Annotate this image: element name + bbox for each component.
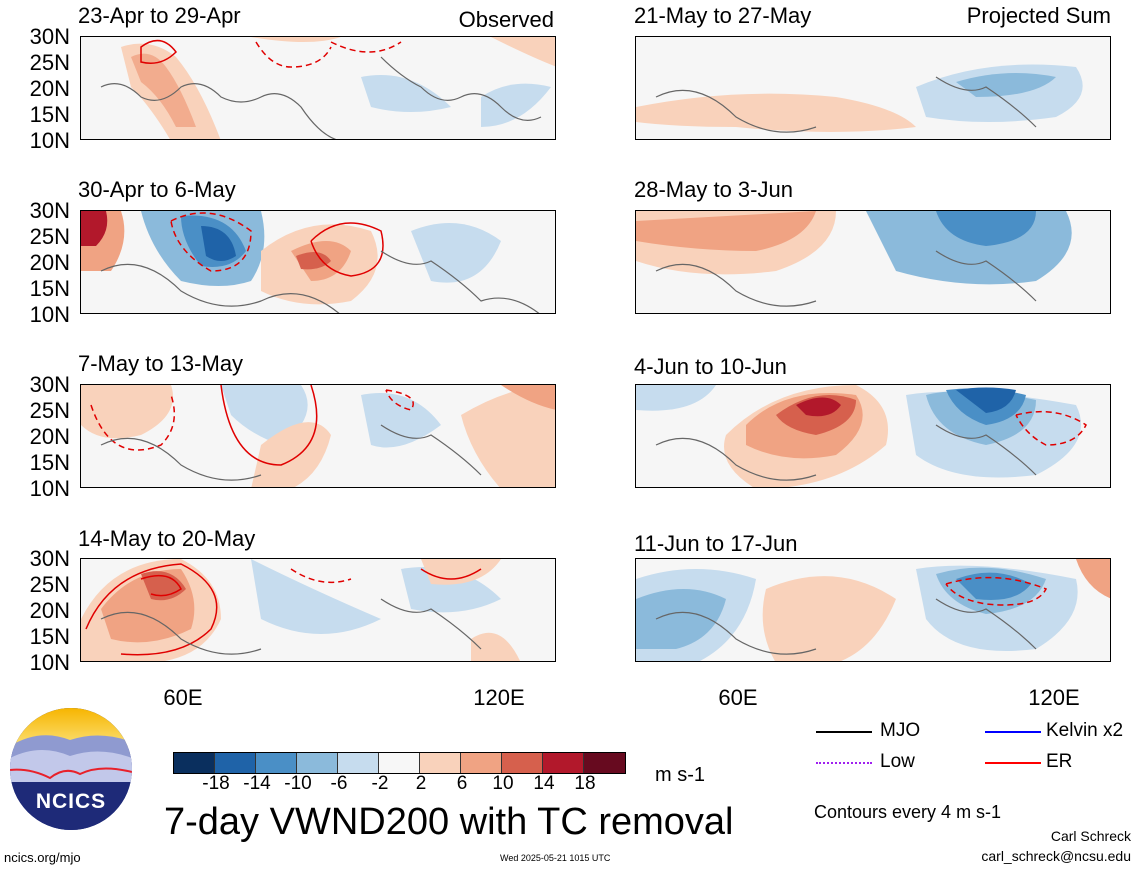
y-tick-label: 20N (29, 424, 70, 449)
map-field (636, 559, 1110, 661)
map-field (100, 37, 555, 139)
colorbar-swatch (215, 753, 256, 773)
x-tick-label: 120E (1028, 685, 1080, 710)
colorbar-swatch (420, 753, 461, 773)
colorbar-swatch (256, 753, 297, 773)
y-tick-label: 20N (29, 76, 70, 101)
map-panel-left-3 (80, 384, 556, 488)
map-field (636, 211, 1072, 307)
legend-swatch-kelvin (985, 731, 1041, 733)
colorbar-swatch (338, 753, 379, 773)
colorbar-label: 6 (456, 773, 468, 794)
y-tick-label: 30N (29, 198, 70, 223)
colorbar-label: 18 (574, 773, 596, 794)
legend-label: Low (880, 751, 915, 772)
colorbar-swatch (174, 753, 215, 773)
map-panel-right-4 (635, 558, 1111, 662)
colorbar-label: -10 (284, 773, 312, 794)
colorbar-swatch (461, 753, 502, 773)
logo-text: NCICS (35, 790, 107, 813)
footer-email: carl_schreck@ncsu.edu (981, 848, 1131, 864)
y-tick-label: 15N (29, 276, 70, 301)
y-tick-label: 10N (29, 302, 70, 327)
map-panel-right-1 (635, 36, 1111, 140)
y-tick-label: 20N (29, 598, 70, 623)
map-panel-left-4 (80, 558, 556, 662)
colorbar-label: -18 (202, 773, 230, 794)
legend-swatch-low (816, 762, 872, 764)
panel-title-right-3: 4-Jun to 10-Jun (634, 354, 787, 379)
colorbar-swatch (584, 753, 625, 773)
panel-title-left-4: 14-May to 20-May (78, 526, 256, 551)
colorbar-label: 14 (533, 773, 555, 794)
colorbar-swatch (543, 753, 584, 773)
ncics-logo: NCICS (10, 708, 132, 830)
map-field (81, 385, 555, 487)
legend-label: ER (1046, 751, 1073, 772)
y-tick-label: 30N (29, 24, 70, 49)
colorbar-label: 10 (492, 773, 514, 794)
legend-label: Kelvin x2 (1046, 720, 1124, 741)
y-tick-label: 15N (29, 624, 70, 649)
colorbar-label: -2 (371, 773, 389, 794)
panel-title-right-1: 21-May to 27-May (634, 3, 812, 28)
map-field (636, 385, 1087, 487)
colorbar (173, 752, 626, 774)
map-panel-right-2 (635, 210, 1111, 314)
map-panel-left-2 (80, 210, 556, 314)
map-panel-right-3 (635, 384, 1111, 488)
colorbar-label: 2 (415, 773, 427, 794)
map-panel-left-1 (80, 36, 556, 140)
y-tick-label: 25N (29, 50, 70, 75)
observed-label: Observed (458, 7, 554, 32)
y-tick-label: 15N (29, 450, 70, 475)
panel-title-left-3: 7-May to 13-May (78, 351, 244, 376)
x-tick-label: 120E (473, 685, 525, 710)
colorbar-label: -14 (243, 773, 271, 794)
colorbar-swatch (379, 753, 420, 773)
colorbar-units: m s-1 (655, 764, 705, 786)
panel-title-right-4: 11-Jun to 17-Jun (634, 531, 798, 556)
panel-title-right-2: 28-May to 3-Jun (634, 177, 793, 202)
projected-label: Projected Sum (966, 3, 1111, 28)
y-tick-label: 10N (29, 476, 70, 501)
map-field (81, 559, 520, 661)
legend-swatch-er (985, 762, 1041, 764)
colorbar-swatch (502, 753, 543, 773)
y-tick-label: 20N (29, 250, 70, 275)
colorbar-label: -6 (330, 773, 348, 794)
legend-label: MJO (880, 720, 921, 741)
contour-note: Contours every 4 m s-1 (814, 802, 1002, 822)
footer-url-link[interactable]: ncics.org/mjo (4, 850, 81, 865)
y-tick-label: 25N (29, 398, 70, 423)
footer-author: Carl Schreck (1050, 828, 1131, 844)
y-tick-label: 15N (29, 102, 70, 127)
colorbar-swatch (297, 753, 338, 773)
x-tick-label: 60E (718, 685, 758, 710)
map-field (636, 64, 1083, 133)
panel-title-left-1: 23-Apr to 29-Apr (78, 3, 241, 28)
x-tick-label: 60E (163, 685, 203, 710)
panel-title-left-2: 30-Apr to 6-May (78, 177, 236, 202)
y-tick-label: 25N (29, 224, 70, 249)
y-tick-label: 25N (29, 572, 70, 597)
y-tick-label: 30N (29, 546, 70, 571)
y-tick-label: 10N (29, 650, 70, 675)
main-title: 7-day VWND200 with TC removal (164, 801, 734, 843)
y-tick-label: 30N (29, 372, 70, 397)
map-field (81, 211, 540, 313)
y-tick-label: 10N (29, 128, 70, 153)
footer-timestamp: Wed 2025-05-21 1015 UTC (500, 853, 611, 863)
legend-swatch-mjo (816, 731, 872, 733)
